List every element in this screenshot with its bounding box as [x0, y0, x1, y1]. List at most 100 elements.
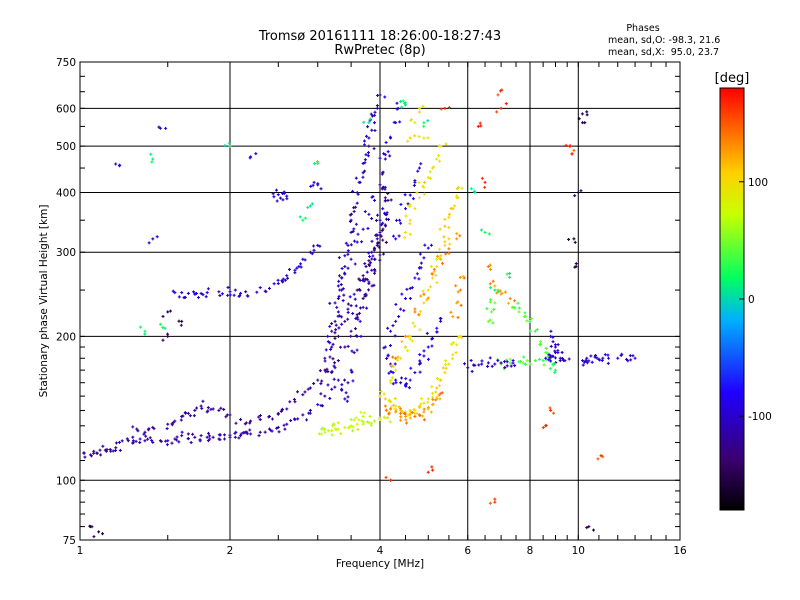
data-point	[486, 319, 490, 323]
data-point	[257, 415, 261, 419]
data-point	[373, 271, 377, 275]
data-point	[136, 429, 140, 433]
data-point	[558, 359, 562, 363]
colorbar-ticks: 100 0 -100	[739, 177, 772, 423]
data-point	[485, 307, 489, 311]
data-point	[573, 194, 577, 198]
data-point	[305, 418, 309, 422]
data-point	[223, 144, 227, 148]
data-point	[404, 377, 408, 381]
data-point	[186, 437, 190, 441]
data-point	[506, 301, 510, 305]
data-point	[409, 118, 413, 122]
data-point	[226, 293, 230, 297]
data-point	[456, 315, 460, 319]
data-point	[361, 305, 365, 309]
data-point	[440, 391, 444, 395]
data-point	[218, 294, 222, 298]
phases-x-stats: mean, sd,X: 95.0, 23.7	[608, 47, 719, 58]
data-point	[552, 411, 556, 415]
data-point	[326, 370, 330, 374]
data-point	[326, 429, 330, 433]
data-point	[441, 261, 444, 265]
data-point	[368, 414, 372, 418]
data-point	[337, 274, 341, 278]
data-point	[399, 202, 403, 206]
data-point	[456, 196, 460, 200]
data-point	[399, 381, 403, 385]
data-point	[508, 275, 512, 279]
data-point	[239, 418, 243, 422]
data-point	[351, 311, 355, 315]
data-point	[340, 276, 344, 280]
data-point	[430, 385, 434, 389]
data-point	[196, 296, 200, 300]
data-point	[346, 307, 350, 311]
data-point	[429, 264, 433, 268]
data-point	[186, 291, 190, 295]
data-point	[406, 335, 410, 339]
data-point	[381, 207, 385, 211]
data-point	[458, 288, 462, 292]
data-point	[521, 361, 525, 365]
data-point	[386, 191, 390, 195]
data-point	[447, 237, 451, 241]
data-point	[404, 214, 408, 218]
data-point	[343, 272, 347, 276]
data-point	[143, 430, 147, 434]
data-point	[301, 257, 305, 261]
data-point	[423, 243, 427, 247]
data-point	[352, 206, 356, 210]
data-point	[585, 361, 589, 365]
data-point	[438, 159, 442, 163]
data-point	[161, 325, 165, 329]
data-point	[377, 245, 381, 249]
data-point	[308, 411, 312, 415]
data-point	[222, 407, 226, 411]
data-point	[280, 279, 284, 283]
data-point	[392, 403, 396, 407]
data-point	[408, 204, 412, 208]
data-point	[173, 291, 177, 295]
data-point	[336, 310, 340, 314]
data-point	[376, 93, 380, 97]
data-point	[157, 125, 161, 129]
data-point	[383, 397, 387, 401]
data-point	[426, 136, 430, 140]
data-point	[396, 355, 400, 359]
data-point	[394, 302, 398, 306]
data-point	[131, 425, 135, 429]
data-point	[595, 356, 599, 360]
data-point	[330, 329, 334, 333]
data-point	[553, 368, 557, 372]
data-point	[491, 321, 495, 325]
data-point	[366, 226, 370, 230]
data-point	[495, 291, 499, 295]
data-point	[499, 89, 503, 93]
data-point	[525, 359, 529, 363]
data-point	[421, 289, 425, 293]
data-point	[458, 275, 462, 279]
data-point	[574, 262, 578, 266]
data-point	[480, 362, 484, 366]
data-point	[264, 290, 268, 294]
colorbar-tick-label: 100	[748, 177, 768, 189]
data-point	[631, 354, 635, 358]
data-point	[337, 326, 341, 330]
data-point	[455, 343, 459, 347]
data-point	[118, 448, 122, 452]
data-point	[275, 199, 279, 203]
data-point	[316, 160, 319, 164]
data-point	[346, 249, 350, 253]
data-point	[310, 252, 314, 256]
data-point	[395, 107, 399, 111]
data-point	[388, 420, 392, 424]
data-point	[171, 421, 175, 425]
data-point	[391, 365, 395, 369]
data-point	[332, 377, 336, 381]
data-point	[276, 278, 280, 282]
data-point	[551, 354, 555, 358]
data-point	[503, 366, 507, 370]
data-point	[508, 361, 512, 365]
data-point	[431, 276, 435, 280]
